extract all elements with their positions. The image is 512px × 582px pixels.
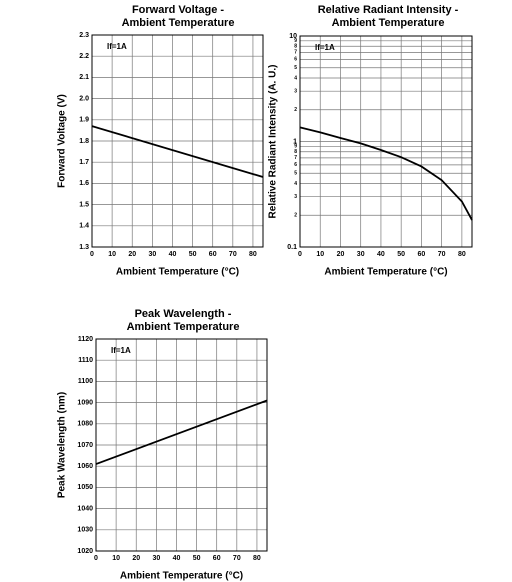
y-tick-label: 1.6 <box>79 180 89 187</box>
y-tick-label: 5 <box>294 171 297 177</box>
x-tick-label: 0 <box>90 251 94 258</box>
y-tick-label: 2.1 <box>79 74 89 81</box>
y-tick-label: 2.0 <box>79 95 89 102</box>
x-tick-label: 70 <box>229 251 237 258</box>
x-tick-label: 60 <box>418 251 426 258</box>
x-tick-label: 10 <box>112 555 120 562</box>
x-axis-label: Ambient Temperature (°C) <box>324 267 447 278</box>
x-tick-label: 50 <box>189 251 197 258</box>
x-tick-label: 30 <box>148 251 156 258</box>
x-tick-label: 70 <box>438 251 446 258</box>
y-tick-label: 1050 <box>77 484 93 491</box>
x-tick-label: 20 <box>128 251 136 258</box>
y-tick-label: 1090 <box>77 399 93 406</box>
y-axis-label: Relative Radiant Intensity (A. U.) <box>268 65 279 219</box>
y-axis-label: Peak Wavelength (nm) <box>57 392 68 498</box>
annotation: If=1A <box>107 42 127 51</box>
x-tick-label: 60 <box>213 555 221 562</box>
y-tick-label: 3 <box>294 88 297 94</box>
y-tick-label: 9 <box>294 144 297 150</box>
y-tick-label: 8 <box>294 44 297 50</box>
data-line <box>299 126 473 221</box>
y-tick-label: 5 <box>294 65 297 71</box>
y-tick-label: 7 <box>294 50 297 56</box>
x-axis-label: Ambient Temperature (°C) <box>120 571 243 582</box>
plot-frame <box>299 35 473 248</box>
y-tick-label: 1.7 <box>79 159 89 166</box>
y-tick-label: 2 <box>294 107 297 113</box>
y-tick-label: 1.5 <box>79 201 89 208</box>
y-tick-label: 4 <box>294 75 297 81</box>
y-tick-label: 1100 <box>78 378 93 385</box>
y-tick-label: 2.2 <box>79 53 89 60</box>
annotation: If=1A <box>315 43 335 52</box>
y-tick-label: 1020 <box>77 548 93 555</box>
y-tick-label: 1030 <box>77 527 93 534</box>
x-tick-label: 40 <box>169 251 177 258</box>
x-tick-label: 40 <box>173 555 181 562</box>
chart-title: Forward Voltage - <box>132 4 224 16</box>
x-axis-label: Ambient Temperature (°C) <box>116 267 239 278</box>
y-tick-label: 1110 <box>78 357 93 364</box>
x-tick-label: 80 <box>458 251 466 258</box>
x-tick-label: 0 <box>298 251 302 258</box>
x-tick-label: 50 <box>397 251 405 258</box>
data-line <box>95 399 268 465</box>
plot-frame <box>91 34 264 248</box>
y-tick-label: 6 <box>294 57 297 63</box>
y-tick-label: 7 <box>294 155 297 161</box>
y-tick-label: 10 <box>289 33 297 40</box>
chart-title: Ambient Temperature <box>127 321 240 333</box>
x-tick-label: 0 <box>94 555 98 562</box>
y-tick-label: 2.3 <box>79 32 89 39</box>
y-tick-label: 9 <box>294 38 297 44</box>
chart-title: Peak Wavelength - <box>135 308 232 320</box>
y-tick-label: 1.9 <box>79 117 89 124</box>
y-tick-label: 6 <box>294 162 297 168</box>
y-tick-label: 2 <box>294 213 297 219</box>
x-tick-label: 20 <box>337 251 345 258</box>
x-tick-label: 20 <box>132 555 140 562</box>
data-line <box>91 125 264 178</box>
annotation: If=1A <box>111 346 131 355</box>
chart-title: Ambient Temperature <box>332 17 445 29</box>
y-tick-label: 1060 <box>77 463 93 470</box>
x-tick-label: 10 <box>316 251 324 258</box>
plot-frame <box>95 338 268 552</box>
y-tick-label: 1.4 <box>79 223 89 230</box>
x-tick-label: 50 <box>193 555 201 562</box>
x-tick-label: 30 <box>152 555 160 562</box>
y-tick-label: 8 <box>294 149 297 155</box>
x-tick-label: 30 <box>357 251 365 258</box>
x-tick-label: 40 <box>377 251 385 258</box>
y-tick-label: 1040 <box>77 505 93 512</box>
chart-title: Relative Radiant Intensity - <box>318 4 459 16</box>
x-tick-label: 80 <box>253 555 261 562</box>
y-tick-label: 1120 <box>78 336 93 343</box>
y-tick-label: 1070 <box>77 442 93 449</box>
chart-title: Ambient Temperature <box>122 17 235 29</box>
x-tick-label: 80 <box>249 251 257 258</box>
y-tick-label: 1.8 <box>79 138 89 145</box>
y-tick-label: 3 <box>294 194 297 200</box>
y-tick-label: 1.3 <box>79 244 89 251</box>
y-tick-label: 1 <box>293 138 297 145</box>
y-tick-label: 1080 <box>77 421 93 428</box>
x-tick-label: 10 <box>108 251 116 258</box>
x-tick-label: 70 <box>233 555 241 562</box>
y-tick-label: 4 <box>294 181 297 187</box>
x-tick-label: 60 <box>209 251 217 258</box>
y-axis-label: Forward Voltage (V) <box>57 94 68 188</box>
y-tick-label: 0.1 <box>287 244 297 251</box>
